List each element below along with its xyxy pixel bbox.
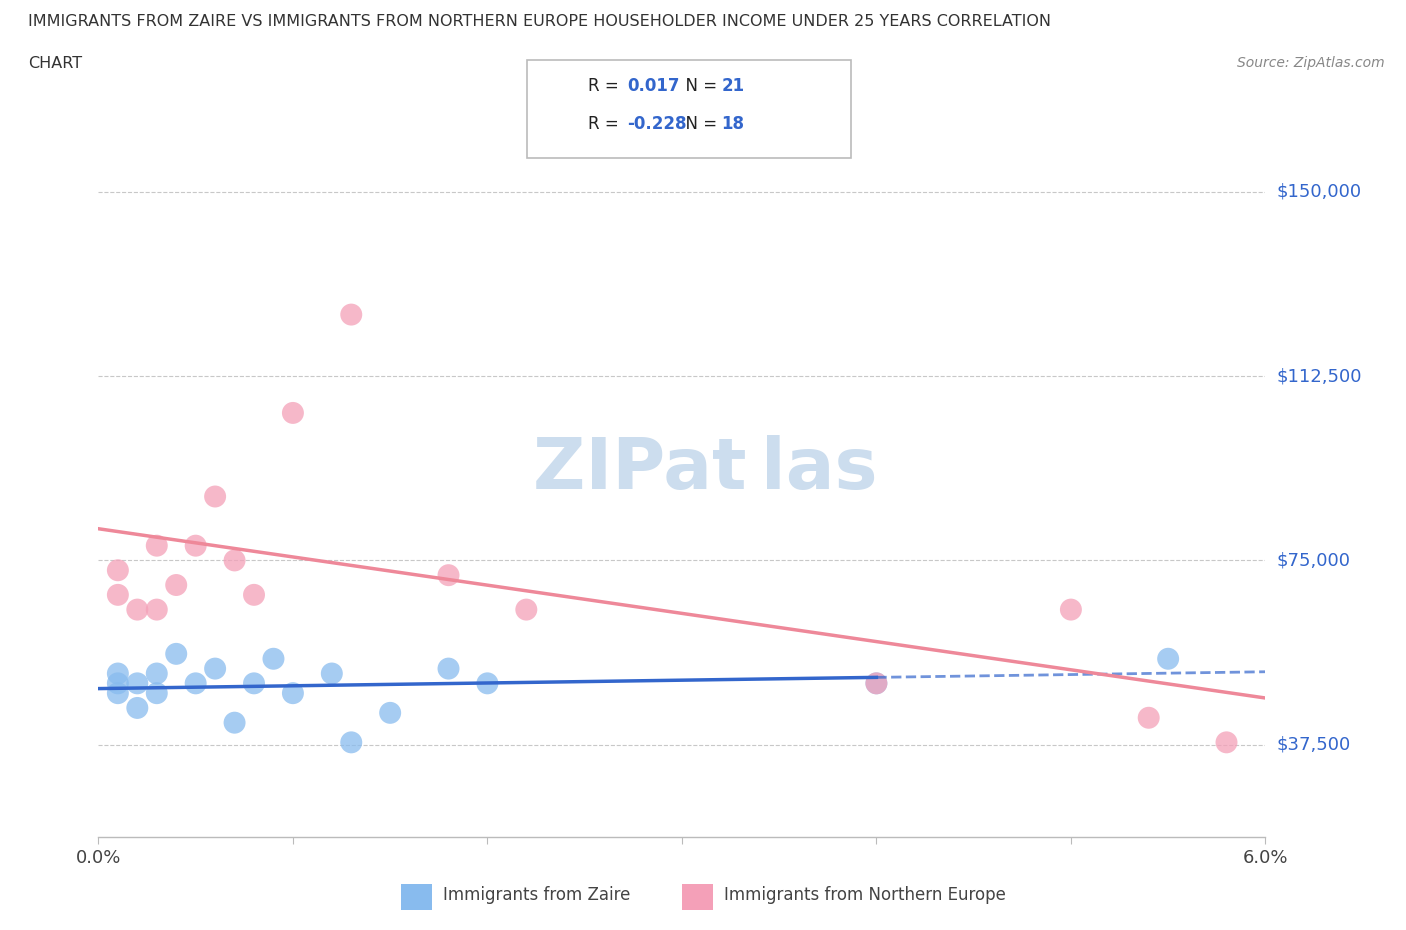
Text: N =: N = [675, 77, 723, 96]
Text: $37,500: $37,500 [1277, 736, 1351, 754]
Point [1060, 602, 1083, 617]
Point [515, 602, 537, 617]
Point [865, 676, 887, 691]
Point [262, 651, 284, 666]
Point [204, 489, 226, 504]
Point [184, 676, 207, 691]
Text: Source: ZipAtlas.com: Source: ZipAtlas.com [1237, 56, 1385, 70]
Point [146, 685, 169, 700]
Point [224, 553, 246, 568]
Point [165, 578, 187, 592]
Text: R =: R = [588, 114, 624, 133]
Point [1215, 735, 1237, 750]
Point [107, 676, 129, 691]
Text: ZIPat las: ZIPat las [533, 435, 877, 504]
Point [340, 735, 363, 750]
Text: IMMIGRANTS FROM ZAIRE VS IMMIGRANTS FROM NORTHERN EUROPE HOUSEHOLDER INCOME UNDE: IMMIGRANTS FROM ZAIRE VS IMMIGRANTS FROM… [28, 14, 1052, 29]
Text: $75,000: $75,000 [1277, 551, 1351, 569]
Point [127, 602, 149, 617]
Point [146, 602, 169, 617]
Point [865, 676, 887, 691]
Text: R =: R = [588, 77, 624, 96]
Text: -0.228: -0.228 [627, 114, 686, 133]
Point [243, 676, 266, 691]
Text: 0.017: 0.017 [627, 77, 679, 96]
Point [127, 700, 149, 715]
Text: CHART: CHART [28, 56, 82, 71]
Point [378, 706, 402, 721]
Point [321, 666, 343, 681]
Text: Immigrants from Northern Europe: Immigrants from Northern Europe [724, 885, 1005, 904]
Point [107, 685, 129, 700]
Point [224, 715, 246, 730]
Text: N =: N = [675, 114, 723, 133]
Point [340, 307, 363, 322]
Point [477, 676, 499, 691]
Point [127, 676, 149, 691]
Point [184, 538, 207, 553]
Point [437, 661, 460, 676]
Point [107, 666, 129, 681]
Point [281, 405, 304, 420]
Point [243, 588, 266, 603]
Text: $112,500: $112,500 [1277, 367, 1362, 385]
Point [146, 666, 169, 681]
Text: $150,000: $150,000 [1277, 182, 1361, 201]
Point [204, 661, 226, 676]
Point [281, 685, 304, 700]
Point [437, 567, 460, 582]
Point [107, 563, 129, 578]
Text: 18: 18 [721, 114, 744, 133]
Text: Immigrants from Zaire: Immigrants from Zaire [443, 885, 630, 904]
Text: 21: 21 [721, 77, 744, 96]
Point [107, 588, 129, 603]
Point [1137, 711, 1160, 725]
Point [165, 646, 187, 661]
Point [146, 538, 169, 553]
Point [1157, 651, 1180, 666]
